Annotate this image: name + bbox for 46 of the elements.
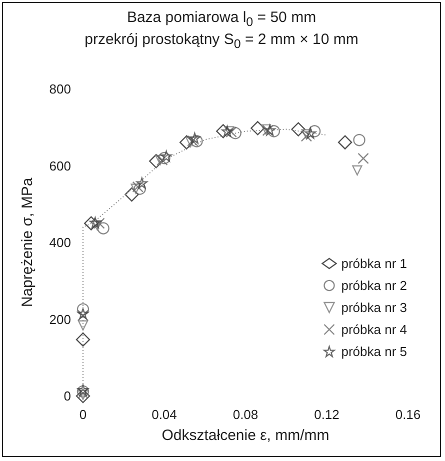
x-tick-label: 0.04 [152, 407, 177, 422]
x-tick-label: 0.12 [314, 407, 340, 422]
point [216, 124, 230, 138]
legend-label: próbka nr 2 [341, 278, 408, 293]
point [250, 121, 265, 136]
point [149, 154, 164, 168]
y-tick-label: 200 [49, 312, 71, 327]
y-tick-label: 800 [49, 82, 71, 96]
y-tick-label: 0 [64, 388, 71, 404]
x-tick-label: 0.08 [232, 407, 258, 422]
point [124, 187, 139, 202]
point [158, 152, 170, 164]
point [308, 125, 321, 138]
legend-label: próbka nr 3 [341, 300, 408, 315]
point [97, 222, 110, 234]
point [189, 132, 200, 144]
legend-label: próbka nr 5 [341, 344, 408, 359]
point [84, 216, 98, 230]
point [304, 128, 316, 139]
point [136, 177, 148, 189]
point [179, 135, 194, 150]
x-tick-label: 0 [79, 407, 87, 422]
point [229, 127, 242, 140]
point [130, 184, 141, 194]
legend-label: próbka nr 4 [341, 322, 408, 337]
point [76, 332, 90, 347]
x-axis-title: Odkształcenie ε, mm/mm [162, 427, 330, 444]
point [132, 181, 144, 192]
y-axis-title: Naprężenie σ, MPa [19, 177, 36, 308]
legend-label: próbka nr 1 [341, 256, 408, 271]
point [160, 150, 172, 162]
point [352, 165, 362, 176]
y-tick-label: 600 [49, 158, 71, 174]
point [353, 134, 366, 146]
point [301, 129, 312, 140]
x-tick-label: 0.16 [395, 407, 421, 422]
point [94, 218, 105, 229]
point [78, 320, 88, 330]
point [190, 135, 203, 148]
point [134, 182, 146, 195]
point [90, 216, 101, 228]
chart-title: Baza pomiarowa l$_{0}$ = 50 mm przekrój prostokątny S$_{0}$ = 2 mm × 10 mm [84, 9, 358, 51]
point [338, 135, 352, 150]
point [291, 122, 306, 136]
point [358, 152, 369, 164]
y-tick-label: 400 [49, 235, 71, 250]
